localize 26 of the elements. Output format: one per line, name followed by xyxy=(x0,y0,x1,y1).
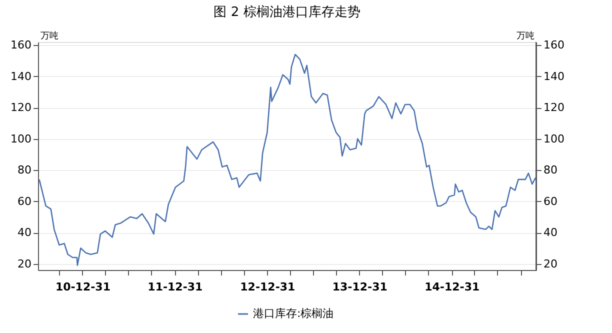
y2-tick-label: 60 xyxy=(544,194,558,208)
x-tick-label: 11-12-31 xyxy=(148,280,203,294)
x-tick-label: 12-12-31 xyxy=(240,280,296,294)
y-tick-label: 40 xyxy=(18,226,32,240)
y2-tick-label: 20 xyxy=(544,257,558,270)
line-series xyxy=(38,54,536,266)
x-tick-label: 14-12-31 xyxy=(424,280,480,294)
y2-tick-label: 120 xyxy=(544,101,564,114)
y2-tick-label: 160 xyxy=(544,38,564,52)
y2-tick-label: 100 xyxy=(544,132,564,146)
y-tick-label: 160 xyxy=(10,38,32,52)
y2-tick-label: 40 xyxy=(544,226,558,240)
y-tick-label: 60 xyxy=(18,194,32,208)
y-tick-label: 100 xyxy=(10,132,32,146)
y2-tick-label: 80 xyxy=(544,164,558,177)
y-tick-label: 120 xyxy=(10,101,32,114)
legend-label: 港口库存:棕榈油 xyxy=(253,307,334,320)
y-tick-label: 20 xyxy=(18,257,32,270)
y-tick-label: 80 xyxy=(18,164,32,177)
y2-axis-title: 万吨 xyxy=(516,30,534,42)
y-tick-label: 140 xyxy=(10,70,32,83)
y2-tick-label: 140 xyxy=(544,70,564,83)
x-tick-label: 13-12-31 xyxy=(332,280,388,294)
y-axis-title: 万吨 xyxy=(40,30,58,42)
chart-title: 图 2 棕榈油港口库存走势 xyxy=(214,5,360,20)
x-tick-label: 10-12-31 xyxy=(55,280,110,294)
